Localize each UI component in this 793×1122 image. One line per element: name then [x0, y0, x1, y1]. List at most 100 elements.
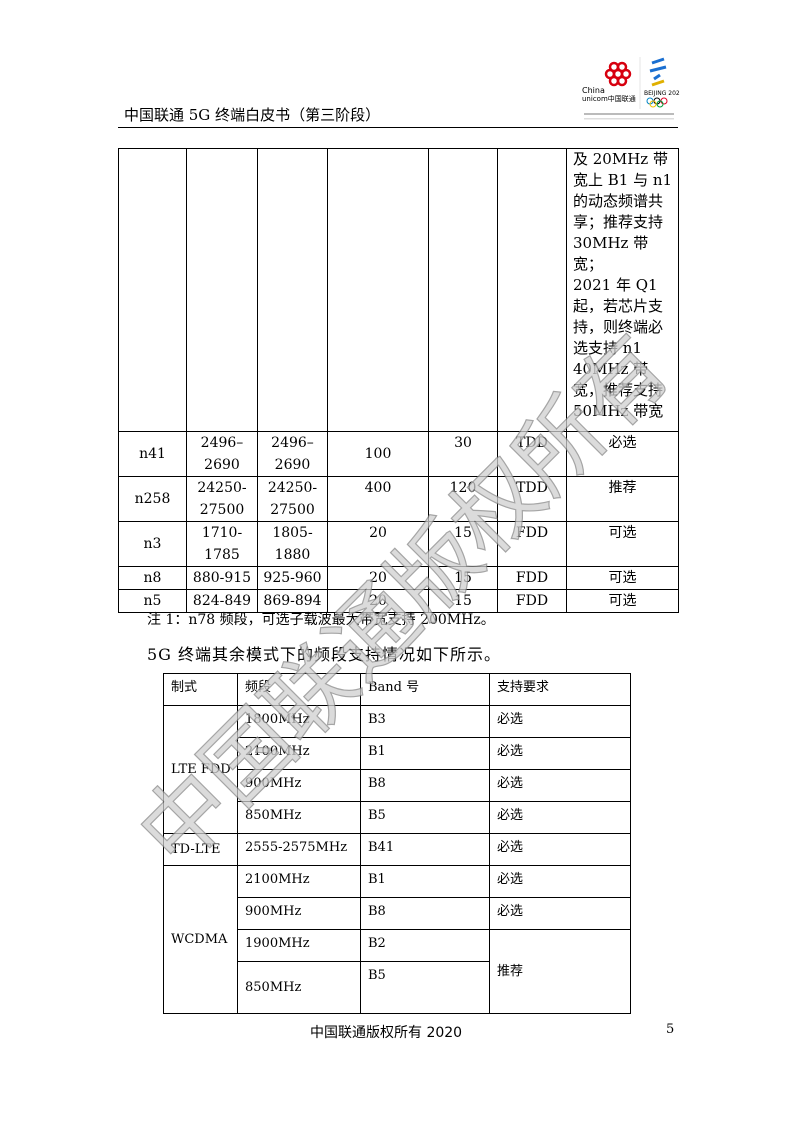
- note-line: 及 20MHz 带: [573, 150, 668, 168]
- table-row: n258 24250- 27500 24250- 27500 400 120 TDD 推荐: [118, 476, 679, 522]
- header-title: 中国联通 5G 终端白皮书（第三阶段）: [124, 106, 381, 124]
- table-cell: n41: [118, 431, 187, 477]
- table-cell: 824-849: [186, 589, 258, 613]
- column-header: 支持要求: [489, 673, 631, 706]
- table-cell: B41: [360, 833, 490, 866]
- table-cell: 1710- 1785: [186, 521, 258, 567]
- column-header: 制式: [163, 673, 238, 706]
- table-row: n8 880-915 925-960 20 15 FDD 可选: [118, 566, 679, 590]
- table-cell: 100: [327, 431, 429, 477]
- table-cell: 可选: [566, 589, 679, 613]
- table-cell: n3: [118, 521, 187, 567]
- band-note-cell: 及 20MHz 带宽上 B1 与 n1 的动态频谱共 享；推荐支持 30MHz 带宽；…: [566, 148, 679, 432]
- table-row: n41 2496– 2690 2496– 2690 100 30 TDD 必选: [118, 431, 679, 477]
- china-unicom-logo: China unicom中国联通 BEIJING 2022: [582, 57, 680, 120]
- table-cell: FDD: [497, 521, 567, 567]
- table-cell: 850MHz: [237, 801, 361, 834]
- table-cell: 24250- 27500: [257, 476, 328, 522]
- table-cell: 850MHz: [237, 961, 361, 1014]
- note-line: 享；推荐支持: [573, 213, 664, 231]
- header-divider: [118, 127, 678, 128]
- note-line: 宽上 B1 与 n1: [573, 171, 673, 189]
- table-cell: 必选: [489, 833, 631, 866]
- mode-cell: TD-LTE: [163, 833, 238, 866]
- table-row: 及 20MHz 带宽上 B1 与 n1 的动态频谱共 享；推荐支持 30MHz 带宽；…: [118, 148, 679, 432]
- table-cell: FDD: [497, 589, 567, 613]
- table-cell: 可选: [566, 521, 679, 567]
- footer-copyright: 中国联通版权所有 2020: [310, 1025, 463, 1041]
- table-cell: 2555-2575MHz: [237, 833, 361, 866]
- note-line: 宽；: [573, 255, 604, 273]
- table-row: 850MHz B5 必选: [164, 801, 631, 834]
- table-header-row: 制式 频段 Band 号 支持要求: [163, 673, 631, 706]
- table-cell: TDD: [497, 431, 567, 477]
- table-cell: 869-894: [257, 589, 328, 613]
- table-cell: 20: [327, 566, 429, 590]
- table-row: LTE FDD 1800MHz B3 必选: [163, 705, 631, 834]
- 5g-band-table: 及 20MHz 带宽上 B1 与 n1 的动态频谱共 享；推荐支持 30MHz 带宽；…: [118, 148, 679, 613]
- note-line: 持，则终端必: [573, 318, 664, 336]
- table-row: 2100MHz B1 必选: [164, 737, 631, 770]
- other-mode-band-table: 制式 频段 Band 号 支持要求 LTE FDD 1800MHz B3 必选 2100…: [163, 673, 631, 1014]
- table-cell: 必选: [489, 769, 631, 802]
- table-cell: 1900MHz: [237, 929, 361, 962]
- table-cell: 30: [428, 431, 498, 477]
- table-cell: B1: [360, 865, 490, 898]
- table-cell: 1800MHz: [237, 705, 361, 738]
- table-cell: 2496– 2690: [186, 431, 258, 477]
- table-row: 1900MHz B2 推荐: [164, 929, 631, 1014]
- table-cell: 880-915: [186, 566, 258, 590]
- table-cell: B5: [360, 801, 490, 834]
- note-line: 50MHz 带宽: [573, 402, 664, 420]
- table-cell: 可选: [566, 566, 679, 590]
- table-cell: 900MHz: [237, 897, 361, 930]
- table-row: n3 1710- 1785 1805- 1880 20 15 FDD 可选: [118, 521, 679, 567]
- body-paragraph: 5G 终端其余模式下的频段支持情况如下所示。: [147, 645, 502, 664]
- note-line: 2021 年 Q1: [573, 276, 658, 294]
- note-line: 的动态频谱共: [573, 192, 664, 210]
- table-cell: 24250- 27500: [186, 476, 258, 522]
- page-number: 5: [666, 1022, 675, 1037]
- table-cell: 2100MHz: [237, 737, 361, 770]
- table-cell: 必选: [566, 431, 679, 477]
- table-row: TD-LTE 2555-2575MHz B41 必选: [163, 833, 631, 866]
- table-cell: n8: [118, 566, 187, 590]
- column-header: 频段: [237, 673, 361, 706]
- note-line: 宽，推荐支持: [573, 381, 664, 399]
- table-cell: 2100MHz: [237, 865, 361, 898]
- requirement-cell: 推荐: [489, 929, 631, 1014]
- note-line: 起，若芯片支: [573, 297, 664, 315]
- table-cell: B2: [360, 929, 490, 962]
- table-cell: 925-960: [257, 566, 328, 590]
- svg-text:China: China: [582, 86, 605, 95]
- table-cell: 20: [327, 589, 429, 613]
- table-cell: B8: [360, 897, 490, 930]
- note-line: 40MHz 带: [573, 360, 649, 378]
- svg-text:unicom中国联通: unicom中国联通: [582, 94, 636, 103]
- table-cell: 必选: [489, 705, 631, 738]
- mode-cell: LTE FDD: [163, 705, 238, 834]
- table-cell: FDD: [497, 566, 567, 590]
- note-line: 30MHz 带: [573, 234, 649, 252]
- table-cell: 400: [327, 476, 429, 522]
- table-cell: 15: [428, 521, 498, 567]
- table-cell: B5: [360, 961, 490, 1014]
- table-cell: 20: [327, 521, 429, 567]
- table-cell: 必选: [489, 801, 631, 834]
- table-cell: 2496– 2690: [257, 431, 328, 477]
- table-cell: 15: [428, 566, 498, 590]
- table-footnote: 注 1：n78 频段，可选子载波最大带宽支持 200MHz。: [147, 612, 495, 628]
- table-row: n5 824-849 869-894 20 15 FDD 可选: [118, 589, 679, 613]
- table-cell: 120: [428, 476, 498, 522]
- table-cell: 必选: [489, 865, 631, 898]
- table-cell: n258: [118, 476, 187, 522]
- mode-cell: WCDMA: [163, 865, 238, 1014]
- table-cell: 1805- 1880: [257, 521, 328, 567]
- table-row: 900MHz B8 必选: [164, 769, 631, 802]
- table-row: WCDMA 2100MHz B1 必选: [163, 865, 631, 1014]
- table-cell: B3: [360, 705, 490, 738]
- table-cell: n5: [118, 589, 187, 613]
- table-cell: 必选: [489, 737, 631, 770]
- table-cell: TDD: [497, 476, 567, 522]
